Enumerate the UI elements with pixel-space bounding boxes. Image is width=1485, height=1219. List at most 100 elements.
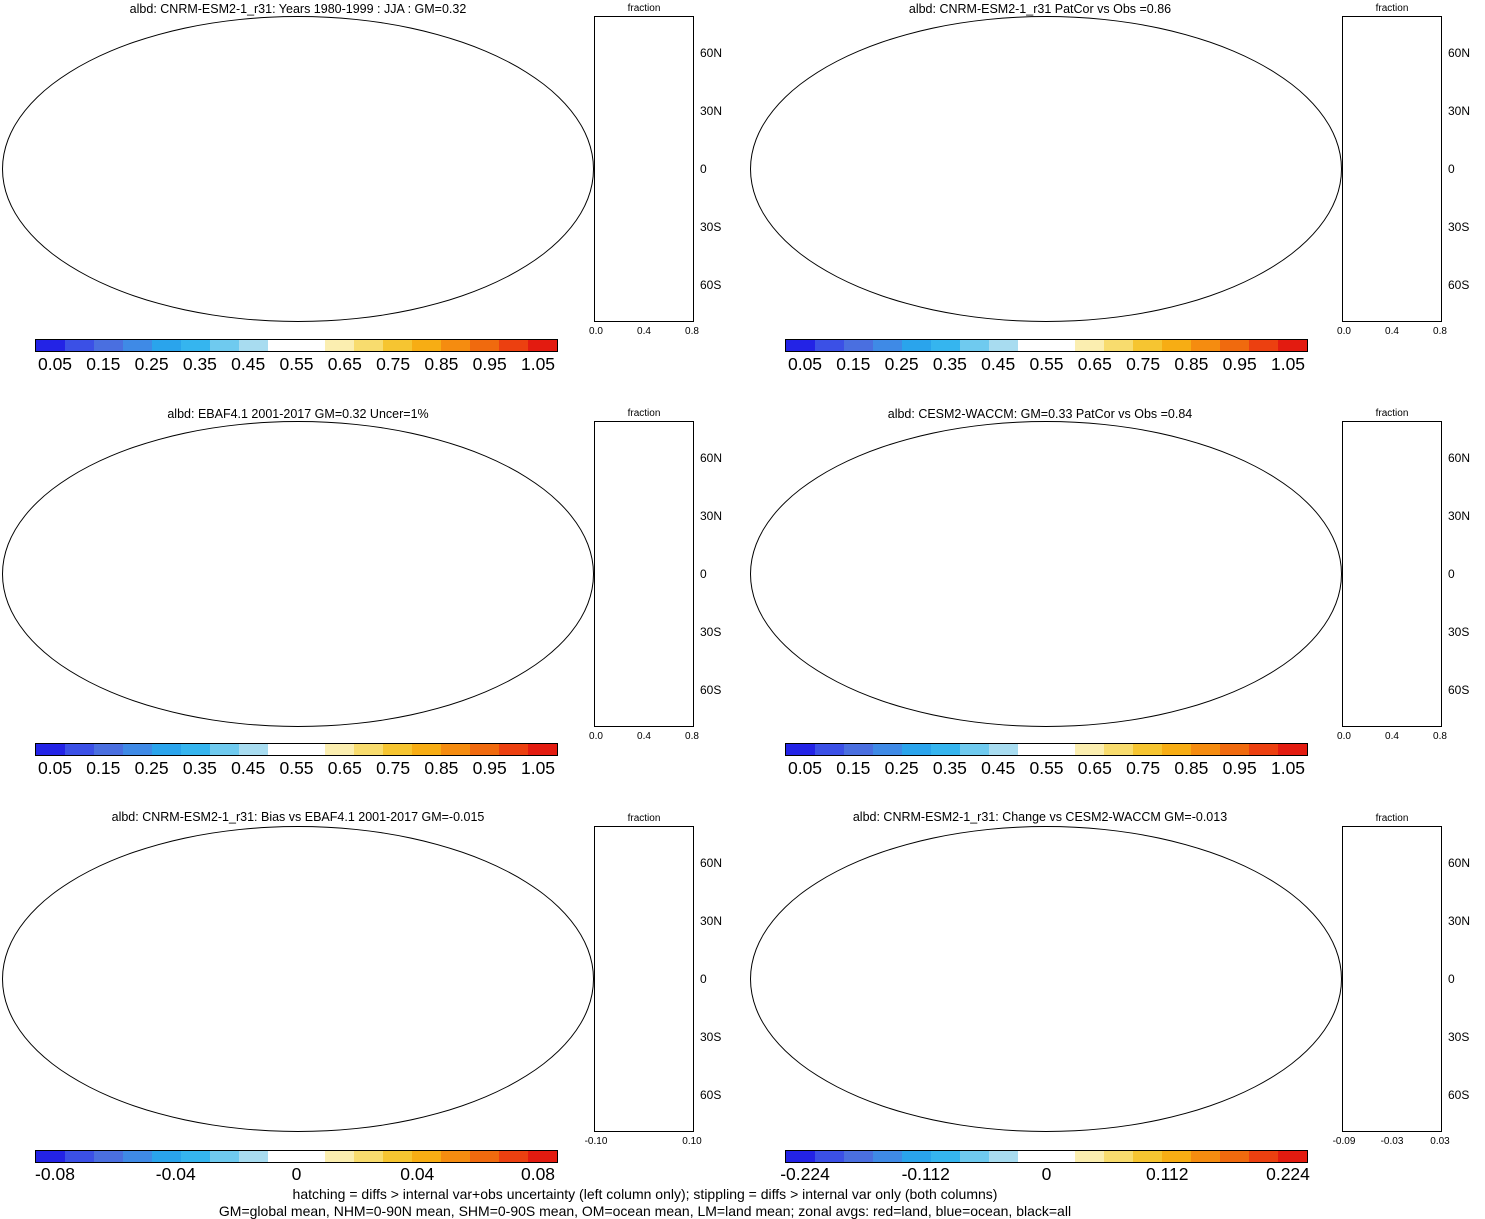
- colorbar-label: 0.65: [1077, 354, 1112, 374]
- colorbar-label: 0.45: [981, 758, 1016, 778]
- colorbar-label: 0.04: [400, 1164, 435, 1184]
- map-field: [750, 421, 1342, 727]
- colorbar-swatch: [1249, 1151, 1278, 1162]
- colorbar-swatch: [354, 340, 384, 351]
- latitude-label: 60S: [700, 1088, 722, 1103]
- colorbar-swatch: [1191, 340, 1221, 351]
- colorbar-label: 0.112: [1146, 1164, 1189, 1184]
- colorbar-swatch: [238, 744, 268, 755]
- colorbar-swatch: [959, 1151, 989, 1162]
- colorbar-swatch: [1191, 744, 1221, 755]
- colorbar-label: 0.55: [1029, 354, 1064, 374]
- colorbar-label: 0.35: [182, 354, 217, 374]
- colorbar-swatch: [64, 744, 94, 755]
- colorbar-label: 0.95: [472, 354, 507, 374]
- colorbar: [785, 743, 1308, 756]
- colorbar-swatch: [122, 340, 152, 351]
- colorbar-swatch: [441, 1151, 471, 1162]
- colorbar-label: 0.25: [134, 758, 169, 778]
- colorbar-swatch: [1046, 340, 1076, 351]
- colorbar-label: 0.15: [86, 758, 121, 778]
- colorbar-swatch: [959, 340, 989, 351]
- colorbar-label: 0.224: [1266, 1164, 1310, 1184]
- colorbar-swatch: [209, 1151, 239, 1162]
- colorbar-label: 0.05: [37, 758, 73, 778]
- colorbar-swatch: [325, 744, 355, 755]
- zonal-x-label: 0.4: [1385, 731, 1399, 742]
- colorbar-label: 0.75: [1126, 354, 1161, 374]
- colorbar-swatch: [412, 1151, 442, 1162]
- colorbar-swatch: [901, 340, 931, 351]
- colorbar-swatch: [296, 1151, 326, 1162]
- latitude-label: 60N: [1448, 450, 1471, 465]
- zonal-mean-panel: [1342, 826, 1442, 1132]
- colorbar-swatch: [930, 744, 960, 755]
- colorbar-label: 0.15: [86, 354, 121, 374]
- colorbar: [35, 339, 558, 352]
- colorbar-swatch: [383, 744, 413, 755]
- colorbar-swatch: [786, 744, 815, 755]
- zonal-title: fraction: [1375, 408, 1409, 419]
- colorbar-label: 0.95: [472, 758, 507, 778]
- colorbar-swatch: [527, 744, 557, 755]
- colorbar-swatch: [1277, 340, 1307, 351]
- colorbar-label: 0.35: [932, 758, 967, 778]
- panel-title: albd: CNRM-ESM2-1_r31 PatCor vs Obs =0.8…: [908, 2, 1172, 16]
- colorbar-swatch: [209, 340, 239, 351]
- colorbar: [35, 1150, 558, 1163]
- zonal-x-label: -0.10: [584, 1136, 608, 1147]
- colorbar-swatch: [1017, 1151, 1047, 1162]
- latitude-label: 60N: [700, 45, 723, 60]
- colorbar-label: 0.85: [424, 354, 459, 374]
- colorbar-swatch: [1277, 1151, 1307, 1162]
- latitude-label: 30S: [700, 1030, 722, 1045]
- colorbar-swatch: [1277, 744, 1307, 755]
- colorbar-swatch: [93, 1151, 123, 1162]
- zonal-mean-panel: [594, 421, 694, 727]
- colorbar-swatch: [1046, 1151, 1076, 1162]
- zonal-x-label: 0.4: [637, 731, 651, 742]
- colorbar-label: 0.35: [182, 758, 217, 778]
- colorbar: [35, 743, 558, 756]
- colorbar-swatch: [122, 1151, 152, 1162]
- colorbar-swatch: [238, 1151, 268, 1162]
- colorbar-label: 0.75: [376, 758, 411, 778]
- colorbar-swatch: [1075, 340, 1105, 351]
- colorbar-label: -0.04: [155, 1164, 196, 1184]
- colorbar-label: 0.45: [981, 354, 1016, 374]
- latitude-label: 60N: [1448, 855, 1471, 870]
- colorbar-swatch: [180, 340, 210, 351]
- latitude-label: 30N: [700, 913, 723, 928]
- colorbar-label: -0.224: [780, 1164, 830, 1184]
- map-field: [2, 421, 594, 727]
- colorbar-label: 0.25: [884, 758, 919, 778]
- colorbar-swatch: [64, 1151, 94, 1162]
- latitude-label: 30N: [1448, 103, 1471, 118]
- zonal-mean-panel: [1342, 16, 1442, 322]
- zonal-title: fraction: [627, 813, 661, 824]
- colorbar-swatch: [296, 744, 326, 755]
- colorbar-swatch: [1017, 744, 1047, 755]
- panel-title: albd: CNRM-ESM2-1_r31: Years 1980-1999 :…: [129, 2, 467, 16]
- colorbar-swatch: [383, 1151, 413, 1162]
- colorbar-swatch: [36, 744, 65, 755]
- colorbar-swatch: [267, 1151, 297, 1162]
- colorbar-swatch: [1133, 744, 1163, 755]
- colorbar-swatch: [93, 340, 123, 351]
- colorbar-swatch: [36, 340, 65, 351]
- colorbar-label: 0.65: [327, 354, 362, 374]
- colorbar-label: 0.45: [231, 758, 266, 778]
- colorbar-label: 0.25: [134, 354, 169, 374]
- colorbar-label: 0.95: [1222, 758, 1257, 778]
- panel-title: albd: EBAF4.1 2001-2017 GM=0.32 Uncer=1%: [167, 407, 429, 421]
- zonal-title: fraction: [1375, 813, 1409, 824]
- colorbar-label: 0.25: [884, 354, 919, 374]
- colorbar-swatch: [412, 340, 442, 351]
- colorbar-swatch: [209, 744, 239, 755]
- colorbar-label: 0.35: [932, 354, 967, 374]
- colorbar-swatch: [1104, 340, 1134, 351]
- colorbar-label: 0.05: [37, 354, 73, 374]
- latitude-label: 60S: [1448, 278, 1470, 293]
- colorbar-swatch: [1220, 340, 1249, 351]
- colorbar-label: 0.85: [424, 758, 459, 778]
